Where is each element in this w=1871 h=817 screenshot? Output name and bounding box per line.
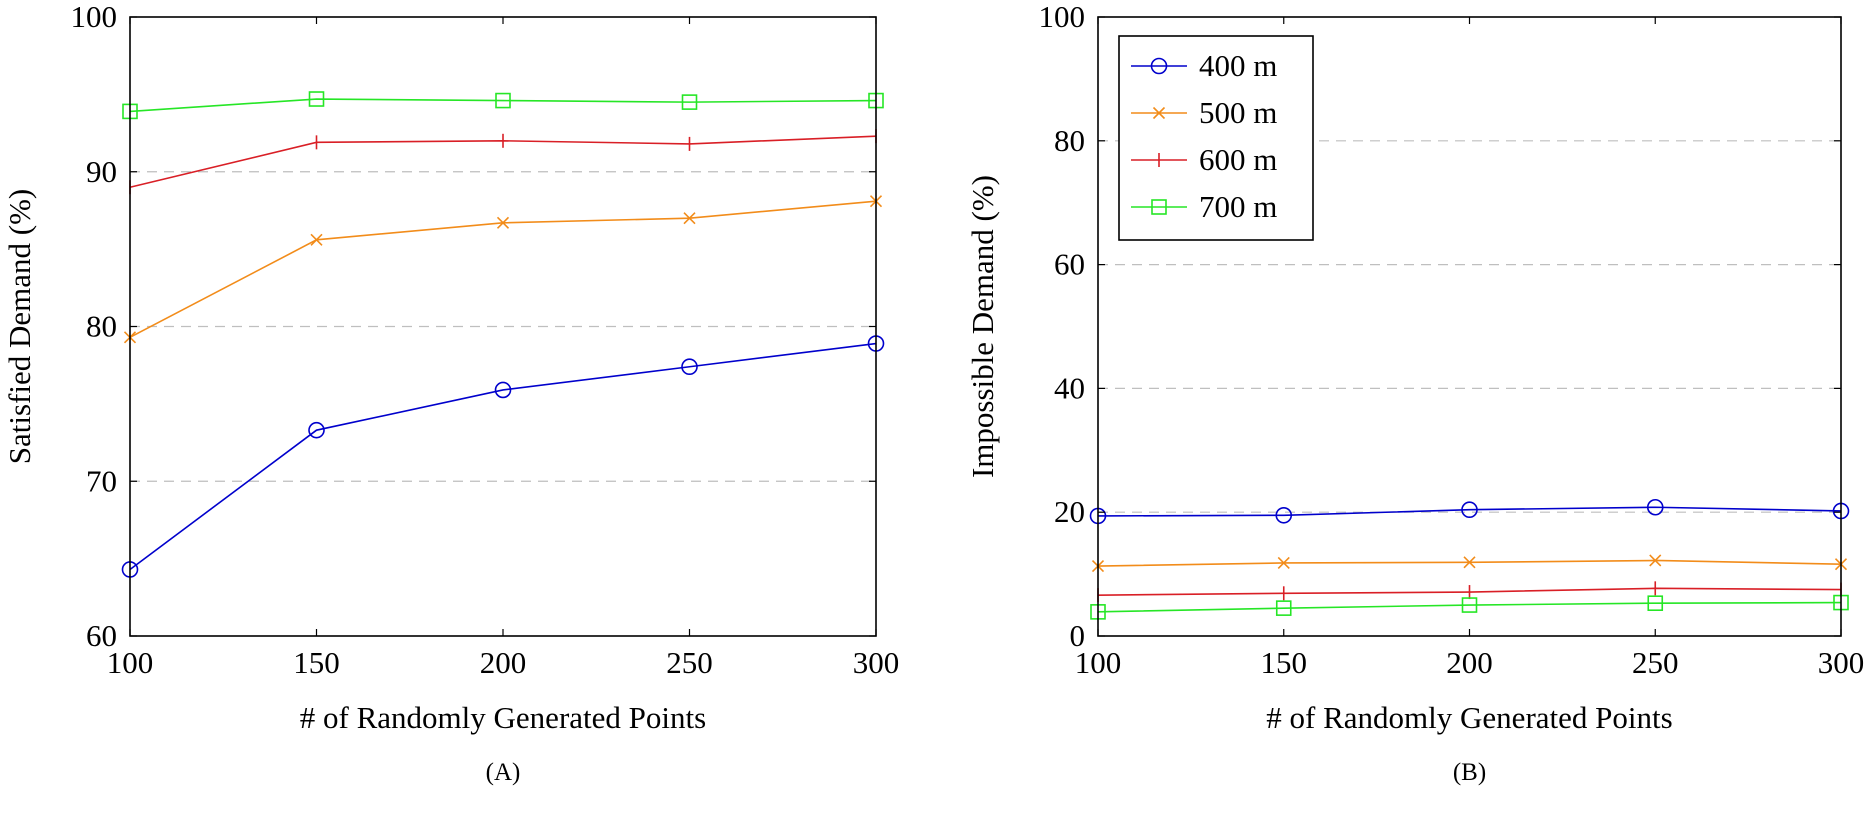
legend-label: 700 m	[1199, 189, 1277, 224]
marker-square	[681, 94, 698, 110]
data-point	[1461, 501, 1478, 519]
x-tick-label: 300	[853, 645, 900, 680]
x-tick-label: 100	[107, 645, 154, 680]
data-point	[1649, 554, 1662, 567]
marker-square	[495, 92, 511, 109]
data-point	[1275, 600, 1292, 616]
marker-x-stroke	[1463, 556, 1476, 569]
data-point	[1647, 595, 1664, 611]
data-point	[1646, 498, 1664, 516]
legend-marker	[1152, 106, 1166, 120]
marker-circle	[1646, 498, 1664, 516]
data-point	[308, 421, 325, 439]
data-point	[495, 92, 511, 109]
data-point	[1277, 556, 1290, 570]
marker-circle	[494, 381, 512, 399]
y-tick-label: 100	[71, 0, 118, 34]
panel-label: (B)	[1453, 759, 1486, 786]
series-500-m	[123, 195, 883, 344]
marker-square	[1151, 199, 1167, 215]
data-point	[1275, 506, 1293, 524]
x-tick-label: 200	[1446, 645, 1493, 680]
panel-label: (A)	[486, 759, 521, 786]
marker-x-stroke	[683, 212, 696, 225]
marker-circle	[308, 421, 325, 439]
y-tick-label: 100	[1039, 0, 1086, 34]
legend-label: 400 m	[1199, 48, 1277, 83]
y-tick-label: 80	[86, 309, 117, 344]
series-700-m	[1090, 594, 1849, 620]
y-tick-label: 80	[1054, 123, 1085, 158]
marker-square	[1461, 597, 1478, 613]
series-group	[121, 91, 885, 578]
series-line	[1097, 506, 1842, 517]
data-point	[496, 216, 510, 229]
series-line	[129, 98, 877, 113]
series-700-m	[122, 91, 884, 120]
y-axis-title: Satisfied Demand (%)	[2, 189, 37, 464]
grid-lines	[130, 171, 876, 482]
marker-circle	[1275, 506, 1293, 524]
panel-a-satisfied-demand: 100 150 200 250 300 60 70 80 90 100 # of Randomly …	[2, 0, 899, 786]
y-tick-label: 70	[86, 463, 117, 498]
data-point	[681, 358, 698, 376]
ticks: 100 150 200 250 300 0 20 40 60 80 100	[1039, 0, 1865, 680]
series-600-m	[1097, 581, 1842, 603]
marker-circle	[1461, 501, 1478, 519]
data-point	[310, 233, 323, 246]
series-400-m	[1089, 498, 1850, 525]
legend-item: 700 m	[1131, 189, 1277, 224]
x-tick-label: 100	[1075, 645, 1122, 680]
series-600-m	[129, 129, 877, 195]
x-tick-label: 300	[1818, 645, 1865, 680]
legend-label: 500 m	[1199, 95, 1277, 130]
marker-x-stroke	[1277, 556, 1290, 570]
y-tick-label: 40	[1054, 370, 1085, 405]
marker-x-stroke	[310, 233, 323, 246]
legend-item: 600 m	[1131, 142, 1277, 177]
data-point	[681, 94, 698, 110]
marker-x-stroke	[1649, 554, 1662, 567]
data-point	[308, 91, 325, 107]
data-point	[683, 212, 696, 225]
panel-b-impossible-demand: 100 150 200 250 300 0 20 40 60 80 100 # of Randomly…	[965, 0, 1864, 786]
y-tick-label: 90	[86, 154, 117, 189]
x-tick-label: 150	[1261, 645, 1308, 680]
y-tick-label: 0	[1070, 618, 1086, 653]
data-point	[1463, 556, 1476, 569]
x-tick-label: 150	[293, 645, 340, 680]
data-point	[494, 381, 512, 399]
series-line	[129, 200, 877, 339]
series-group	[1089, 498, 1850, 620]
series-400-m	[121, 335, 885, 578]
legend-item: 400 m	[1131, 48, 1277, 83]
ticks: 100 150 200 250 300 60 70 80 90 100	[71, 0, 900, 680]
y-tick-label: 20	[1054, 494, 1085, 529]
x-tick-label: 200	[480, 645, 527, 680]
x-tick-label: 250	[666, 645, 713, 680]
legend-item: 500 m	[1131, 95, 1277, 130]
y-tick-label: 60	[1054, 247, 1085, 282]
marker-circle	[681, 358, 698, 376]
marker-square	[1275, 600, 1292, 616]
series-line	[1097, 601, 1842, 613]
marker-x-stroke	[496, 216, 510, 229]
marker-x-stroke	[1152, 106, 1166, 120]
series-line	[129, 342, 877, 571]
legend-label: 600 m	[1199, 142, 1277, 177]
legend: 400 m 500 m 600 m 700 m	[1118, 35, 1314, 241]
y-axis-title: Impossible Demand (%)	[965, 175, 1000, 478]
x-axis-title: # of Randomly Generated Points	[300, 700, 706, 735]
legend-marker	[1151, 199, 1167, 215]
series-500-m	[1091, 554, 1848, 573]
marker-square	[1647, 595, 1664, 611]
x-tick-label: 250	[1632, 645, 1679, 680]
marker-circle	[1150, 57, 1168, 75]
marker-square	[308, 91, 325, 107]
legend-marker	[1150, 57, 1168, 75]
y-tick-label: 60	[86, 618, 117, 653]
data-point	[1461, 597, 1478, 613]
x-axis-title: # of Randomly Generated Points	[1266, 700, 1672, 735]
